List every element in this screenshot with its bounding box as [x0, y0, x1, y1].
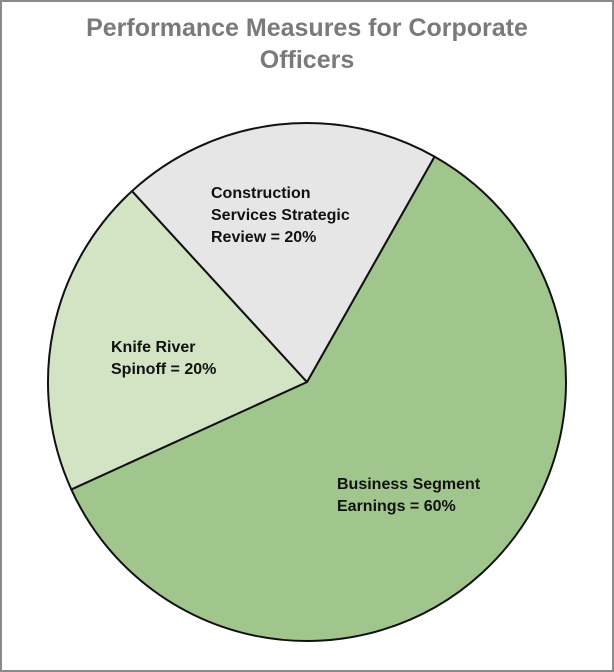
pie-slices	[47, 122, 567, 642]
slice-label-3-line-3: Review = 20%	[211, 229, 316, 246]
slice-label-2-line-2: Spinoff = 20%	[111, 361, 216, 378]
slice-label-1-line-2: Earnings = 60%	[337, 498, 456, 515]
chart-title: Performance Measures for Corporate Offic…	[42, 12, 572, 76]
pie-slice-2	[47, 190, 308, 491]
slice-label-1: Business Segment Earnings = 60%	[337, 476, 481, 515]
slice-label-1-line-1: Business Segment	[337, 476, 481, 493]
slice-label-2-line-1: Knife River	[111, 339, 195, 356]
slice-label-3-line-1: Construction	[211, 185, 311, 202]
slice-label-2: Knife River Spinoff = 20%	[111, 339, 216, 378]
slice-label-3-line-2: Services Strategic	[211, 207, 350, 224]
pie-slice-3	[131, 122, 436, 383]
pie-labels: Business Segment Earnings = 60% Knife Rive…	[111, 185, 481, 515]
pie-slice-1	[70, 155, 567, 642]
slice-label-3: Construction Services Strategic Review = 2…	[211, 185, 350, 246]
chart-title-line-1: Performance Measures for Corporate	[86, 14, 528, 42]
chart-title-line-2: Officers	[259, 46, 355, 74]
